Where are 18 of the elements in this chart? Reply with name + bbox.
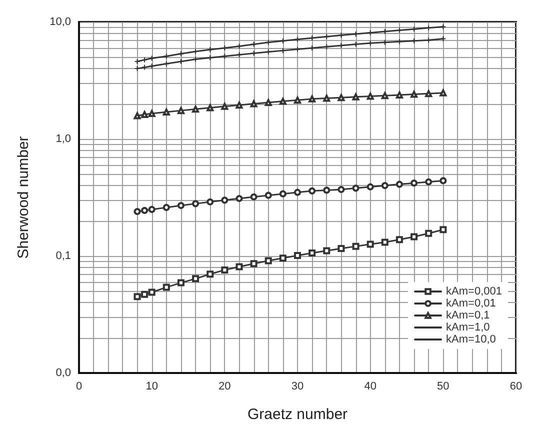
x-axis-title: Graetz number	[247, 406, 348, 423]
x-tick-label: 40	[364, 380, 376, 392]
x-tick-label: 20	[218, 380, 231, 392]
y-tick-label: 0,0	[56, 367, 71, 379]
x-tick-label: 60	[510, 380, 522, 392]
y-tick-label: 0,1	[56, 250, 71, 262]
legend-label: kAm=0,001	[446, 286, 502, 298]
legend-label: kAm=0,01	[446, 298, 496, 310]
x-tick-label: 50	[437, 380, 450, 392]
legend-label: kAm=0,1	[446, 310, 490, 322]
y-tick-label: 10,0	[50, 16, 71, 28]
legend-label: kAm=10,0	[446, 334, 496, 346]
x-tick-label: 0	[76, 380, 82, 392]
y-axis-title: Sherwood number	[15, 136, 32, 259]
x-tick-label: 10	[146, 380, 158, 392]
y-tick-label: 1,0	[56, 133, 71, 145]
x-tick-label: 30	[291, 380, 304, 392]
legend-label: kAm=1,0	[446, 322, 490, 334]
